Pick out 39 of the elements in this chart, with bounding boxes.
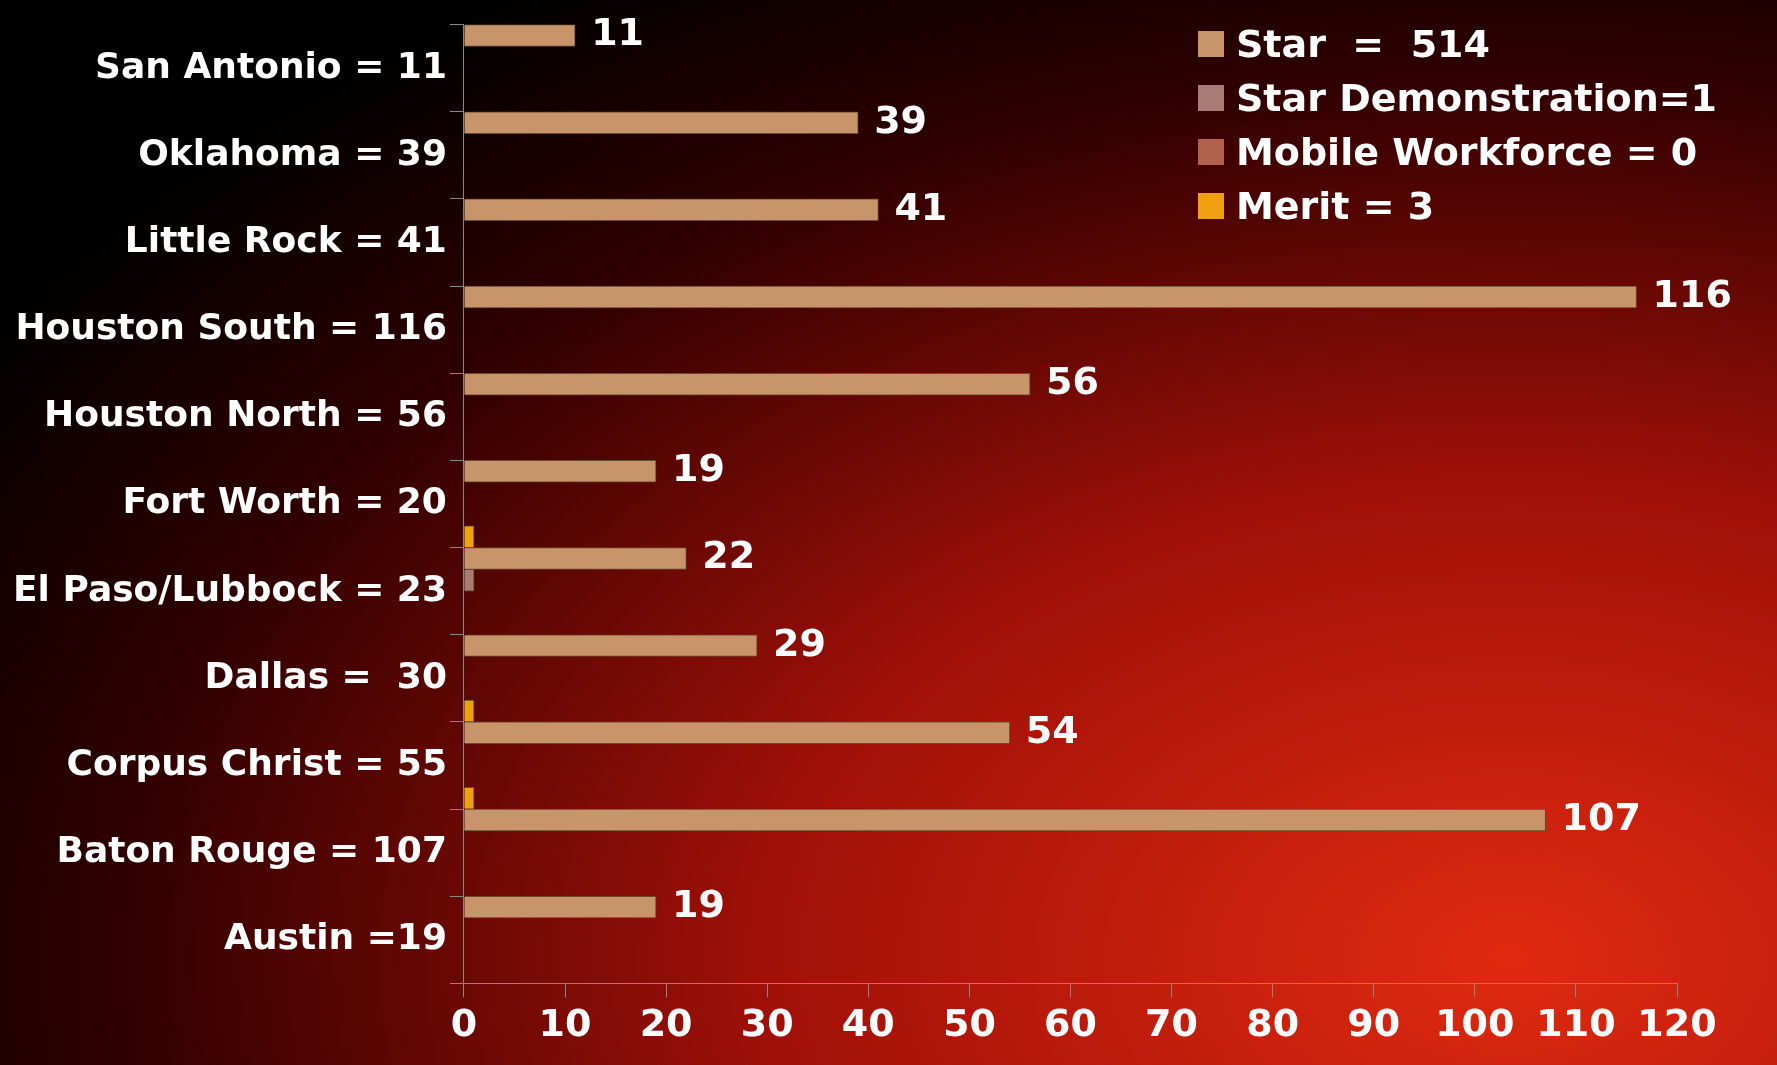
y-tick-label: Austin =19 (224, 916, 447, 958)
data-label: 22 (702, 533, 756, 578)
legend-label: Mobile Workforce = 0 (1235, 130, 1698, 174)
y-tick-label: Little Rock = 41 (124, 218, 447, 260)
legend-label: Star Demonstration=1 (1235, 76, 1717, 120)
x-tick-label: 100 (1435, 1001, 1515, 1046)
x-tick-label: 50 (942, 1001, 996, 1046)
y-tick-label: Houston South = 116 (15, 306, 447, 348)
x-tick-label: 60 (1044, 1001, 1097, 1046)
data-label: 29 (773, 620, 826, 665)
x-tick-label: 120 (1637, 1001, 1717, 1046)
y-tick-label: El Paso/Lubbock = 23 (13, 567, 447, 609)
x-tick-label: 90 (1347, 1001, 1401, 1046)
x-tick-label: 10 (538, 1001, 592, 1046)
legend-label: Star = 514 (1235, 22, 1490, 66)
data-label: 39 (874, 97, 928, 142)
x-tick-label: 20 (639, 1001, 693, 1046)
legend-label: Merit = 3 (1235, 184, 1435, 228)
x-tick-label: 80 (1246, 1001, 1300, 1046)
x-tick-label: 70 (1145, 1001, 1198, 1046)
data-label: 54 (1025, 707, 1079, 752)
x-tick-label: 40 (841, 1001, 895, 1046)
data-label: 19 (672, 882, 725, 927)
data-label: 19 (672, 446, 725, 491)
x-tick-label: 110 (1536, 1001, 1616, 1046)
data-label: 56 (1046, 359, 1099, 404)
data-label: 41 (894, 184, 948, 229)
y-tick-label: San Antonio = 11 (95, 44, 447, 86)
x-tick-label: 30 (740, 1001, 794, 1046)
y-tick-label: Fort Worth = 20 (122, 480, 447, 522)
data-label: 11 (591, 10, 645, 55)
y-tick-label: Corpus Christ = 55 (66, 741, 447, 783)
data-label: 116 (1652, 271, 1732, 316)
data-label: 107 (1561, 794, 1641, 839)
y-tick-label: Houston North = 56 (44, 393, 447, 435)
y-tick-label: Dallas = 30 (204, 654, 447, 696)
y-tick-label: Oklahoma = 39 (138, 131, 447, 173)
x-tick-label: 0 (450, 1001, 478, 1046)
y-tick-label: Baton Rouge = 107 (56, 829, 447, 871)
